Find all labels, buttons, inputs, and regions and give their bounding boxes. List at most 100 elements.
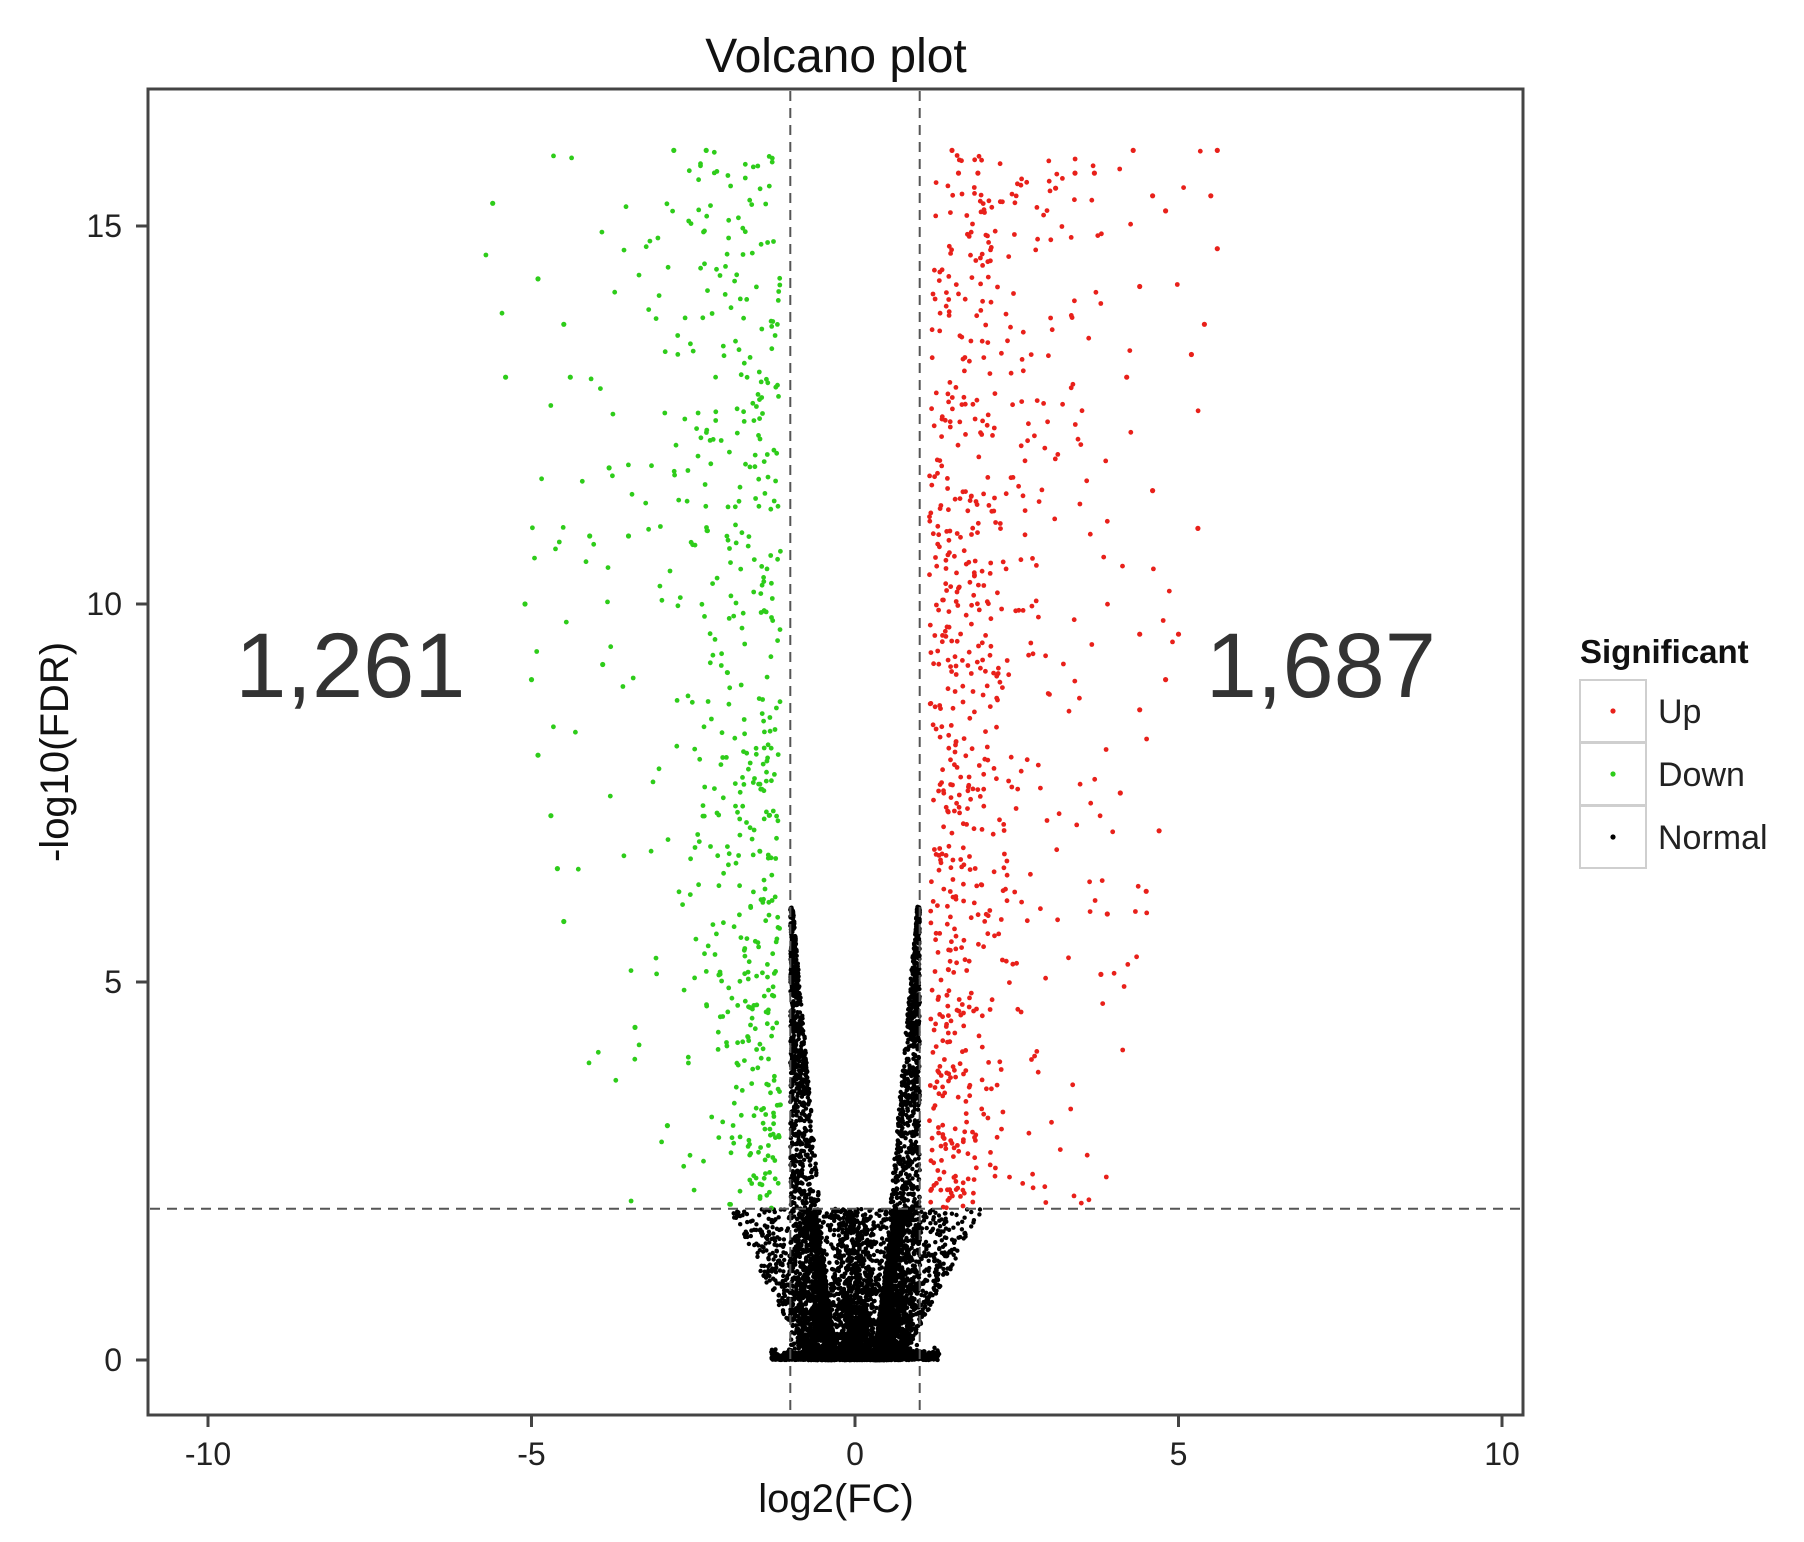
point-normal (755, 1254, 760, 1260)
point-normal (869, 1327, 874, 1333)
point-normal (955, 1221, 961, 1226)
point-normal (908, 1309, 913, 1315)
point-normal (846, 1213, 851, 1218)
point-normal (859, 1261, 864, 1266)
point-normal (781, 1288, 787, 1293)
point-normal (872, 1241, 877, 1247)
point-normal (840, 1230, 845, 1235)
point-normal (868, 1233, 874, 1238)
point-normal (829, 1288, 834, 1293)
point-normal (840, 1207, 846, 1212)
point-normal (926, 1258, 931, 1264)
point-normal (842, 1313, 848, 1318)
point-normal (971, 1218, 977, 1223)
point-normal (927, 1273, 932, 1278)
point-normal (944, 1270, 949, 1276)
point-normal (781, 1273, 786, 1279)
point-normal (877, 1266, 882, 1271)
point-normal (782, 1293, 788, 1299)
point-normal (767, 1240, 772, 1245)
point-normal (881, 1250, 886, 1255)
point-normal (933, 1282, 938, 1288)
point-normal (784, 1282, 789, 1287)
point-normal (830, 1300, 835, 1306)
point-normal (872, 1298, 877, 1304)
point-normal (873, 1278, 878, 1284)
point-normal (733, 1215, 739, 1221)
point-normal (845, 1281, 850, 1287)
point-normal (781, 1269, 786, 1274)
point-normal (942, 1242, 948, 1247)
point-normal (836, 1233, 842, 1238)
point-normal (920, 1288, 925, 1294)
point-normal (762, 1269, 767, 1274)
point-normal (869, 1244, 874, 1250)
point-normal (841, 1215, 846, 1221)
point-normal (949, 1211, 955, 1216)
point-normal (883, 1211, 888, 1217)
point-normal (928, 1221, 933, 1226)
point-normal (863, 1321, 869, 1326)
point-normal (977, 1212, 982, 1217)
point-normal (933, 1291, 939, 1296)
point-normal (766, 1255, 771, 1261)
point-normal (834, 1324, 839, 1330)
point-normal (921, 1299, 926, 1305)
point-normal (777, 1281, 782, 1286)
point-normal (762, 1210, 767, 1215)
point-normal (937, 1224, 943, 1229)
point-normal (760, 1233, 765, 1238)
point-normal (963, 1232, 968, 1237)
point-normal (784, 1228, 790, 1234)
point-normal (744, 1231, 750, 1236)
point-normal (868, 1296, 873, 1302)
point-normal (933, 1240, 938, 1245)
point-normal (824, 1252, 829, 1257)
point-normal (757, 1213, 762, 1218)
point-normal (836, 1227, 841, 1233)
point-normal (922, 1293, 927, 1298)
point-normal (942, 1219, 948, 1224)
point-normal (783, 1251, 788, 1256)
chart-title: Volcano plot (705, 30, 967, 83)
point-normal (952, 1238, 957, 1243)
point-normal (861, 1217, 867, 1222)
point-normal (758, 1227, 763, 1232)
point-normal (757, 1248, 762, 1253)
point-normal (771, 1276, 776, 1281)
point-normal (867, 1253, 873, 1259)
point-normal (744, 1211, 750, 1217)
point-normal (778, 1243, 783, 1248)
point-normal (841, 1220, 846, 1225)
point-normal (754, 1222, 759, 1227)
point-normal (859, 1309, 865, 1315)
point-normal (836, 1216, 842, 1221)
point-normal (859, 1229, 864, 1235)
point-normal (771, 1267, 776, 1272)
point-normal (777, 1268, 783, 1273)
point-normal (959, 1227, 965, 1232)
point-normal (781, 1242, 787, 1248)
point-normal (938, 1232, 943, 1237)
point-normal (758, 1268, 763, 1274)
point-normal (956, 1235, 961, 1240)
point-normal (780, 1278, 785, 1284)
point-normal (821, 1214, 827, 1219)
point-normal (869, 1302, 874, 1307)
point-normal (936, 1213, 942, 1218)
point-normal (851, 1241, 856, 1246)
point-normal (836, 1222, 842, 1227)
point-normal (863, 1317, 869, 1323)
point-normal (750, 1218, 755, 1223)
point-normal (875, 1248, 880, 1254)
point-normal (780, 1308, 786, 1313)
point-normal (779, 1284, 785, 1289)
point-normal (849, 1225, 854, 1230)
point-normal (931, 1215, 936, 1220)
point-normal (969, 1224, 974, 1229)
point-normal (927, 1265, 932, 1271)
point-normal (776, 1293, 781, 1298)
point-normal (835, 1251, 841, 1256)
point-normal (942, 1211, 948, 1216)
point-normal (953, 1256, 958, 1261)
